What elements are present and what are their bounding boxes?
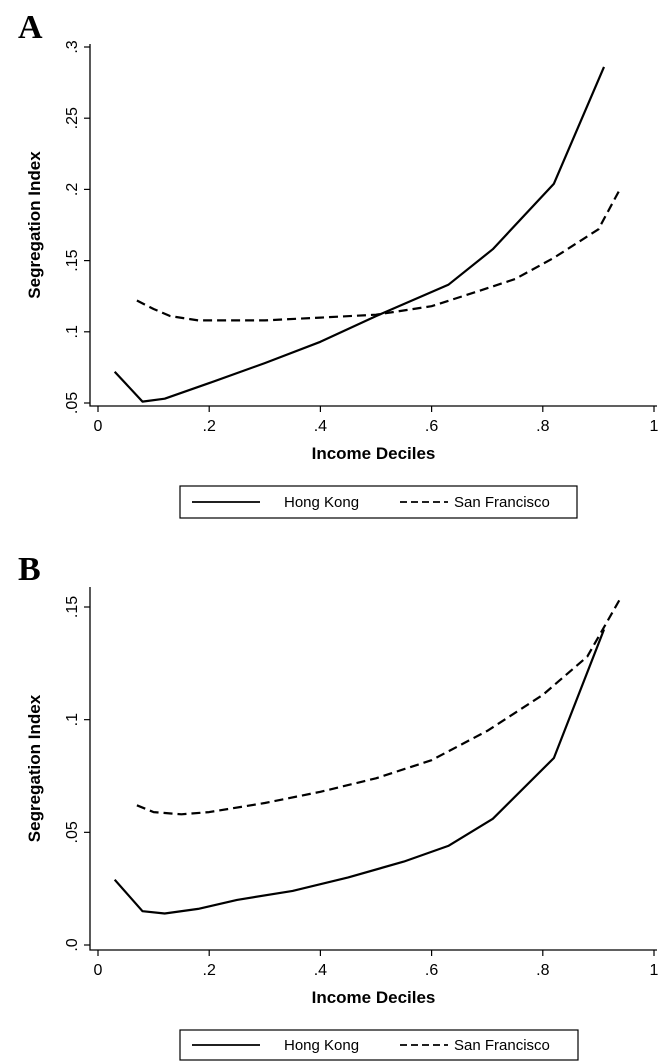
legend-label: San Francisco [454, 494, 550, 511]
y-tick-label: .2 [64, 183, 81, 196]
legend-label: Hong Kong [284, 1037, 359, 1054]
panel-letter: A [18, 9, 43, 46]
x-tick-label: .4 [314, 418, 327, 435]
x-tick-label: 1 [650, 962, 659, 979]
plot-frame [89, 44, 657, 407]
y-tick-label: .15 [64, 596, 81, 618]
legend-label: San Francisco [454, 1037, 550, 1054]
series-line-hong-kong [113, 629, 606, 915]
x-tick-label: 0 [94, 962, 103, 979]
legend-label: Hong Kong [284, 494, 359, 511]
x-tick-label: .6 [425, 962, 438, 979]
y-axis-title: Segregation Index [25, 694, 44, 842]
y-tick-label: .3 [64, 40, 81, 53]
panel-b: B 0 .2 .4 .6 .8 1 .0 .05 .1 .15 Income Deciles Segre… [18, 551, 659, 1061]
y-tick-label: .05 [64, 821, 81, 843]
legend: Hong Kong San Francisco [179, 1029, 579, 1061]
x-tick-label: .2 [203, 962, 216, 979]
panel-a: A 0 .2 .4 .6 .8 1 .05 .1 .15 .2 .25 .3 Income Deciles… [18, 9, 659, 519]
x-axis-title: Income Deciles [312, 444, 436, 463]
plot-frame [89, 587, 657, 951]
y-tick-label: .1 [64, 325, 81, 338]
x-tick-label: .8 [536, 418, 549, 435]
x-tick-label: 1 [650, 418, 659, 435]
series-line-san-francisco [136, 597, 622, 816]
y-tick-label: .15 [64, 249, 81, 271]
legend: Hong Kong San Francisco [179, 485, 578, 519]
x-tick-label: 0 [94, 418, 103, 435]
x-tick-label: .2 [203, 418, 216, 435]
y-axis-title: Segregation Index [25, 151, 44, 299]
panel-letter: B [18, 551, 41, 588]
y-tick-label: .05 [64, 392, 81, 414]
x-axis-title: Income Deciles [312, 988, 436, 1007]
series-line-hong-kong [113, 66, 606, 403]
y-tick-label: .1 [64, 713, 81, 726]
series-line-san-francisco [136, 187, 622, 322]
x-tick-label: .8 [536, 962, 549, 979]
y-tick-label: .0 [64, 938, 81, 951]
y-tick-label: .25 [64, 107, 81, 129]
x-tick-label: .6 [425, 418, 438, 435]
x-tick-label: .4 [314, 962, 327, 979]
